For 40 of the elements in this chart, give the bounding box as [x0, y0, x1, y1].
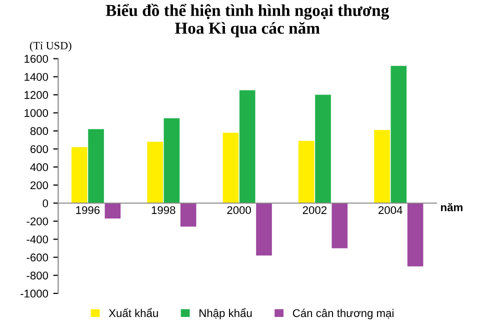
- y-tick-label: 0: [42, 199, 48, 208]
- bar: [332, 203, 348, 248]
- y-tick-label: 1400: [24, 73, 48, 81]
- bar: [164, 118, 180, 204]
- y-tick-label: -200: [26, 217, 48, 226]
- y-tick-label: 600: [30, 145, 48, 154]
- y-tick-label: -400: [26, 236, 48, 244]
- y-tick-label: -1000: [20, 290, 48, 298]
- bar: [147, 142, 163, 204]
- x-tick-label: 1998: [152, 206, 176, 214]
- bar: [180, 203, 196, 227]
- legend-label: Xuất khẩu: [108, 308, 158, 318]
- bar: [104, 203, 121, 218]
- y-tick-label: 1000: [24, 109, 48, 117]
- legend-label: Cán cân thương mại: [292, 308, 394, 320]
- bar: [374, 130, 390, 204]
- bar: [407, 203, 424, 266]
- chart-title: Biểu đồ thể hiện tình hình ngoại thương Hoa Kì qua các năm: [106, 4, 390, 38]
- y-tick-label: 1200: [24, 91, 48, 99]
- x-tick-label: 2004: [378, 206, 402, 214]
- bar: [256, 203, 272, 256]
- bar: [71, 147, 88, 204]
- x-tick-label: 2002: [302, 206, 326, 214]
- y-tick-label: 1600: [24, 54, 48, 63]
- legend-label: Nhập khẩu: [200, 308, 252, 320]
- y-tick-label: 200: [30, 181, 48, 190]
- bar: [315, 94, 331, 204]
- y-tick-label: 800: [30, 127, 48, 136]
- x-tick-label: 2000: [227, 206, 251, 214]
- bar: [88, 129, 104, 204]
- y-tick-label: -600: [26, 254, 48, 262]
- bar: [222, 132, 239, 204]
- y-tick-label: 400: [30, 163, 48, 172]
- y-tick-label: -800: [26, 272, 48, 280]
- x-tick-label: 1996: [76, 206, 100, 214]
- bar: [390, 66, 407, 204]
- x-axis-title: năm: [441, 203, 462, 212]
- bar: [298, 140, 314, 204]
- bar: [239, 90, 256, 204]
- y-axis-title: (Tỉ USD): [30, 42, 72, 52]
